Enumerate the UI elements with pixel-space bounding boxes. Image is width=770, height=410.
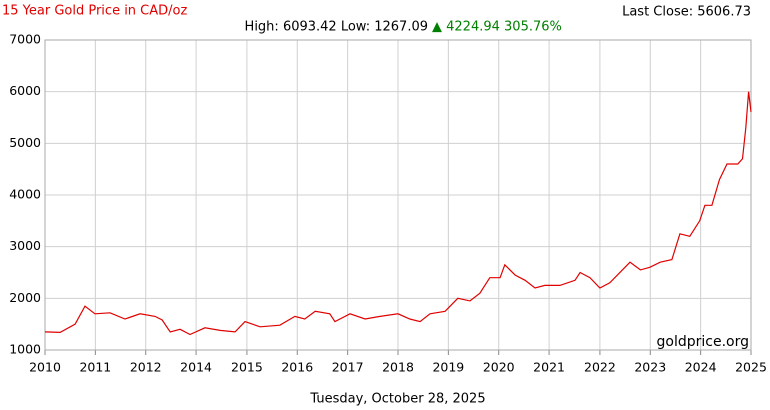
y-tick-label: 5000 (9, 135, 41, 150)
x-tick-label: 2010 (29, 360, 61, 375)
price-line (44, 91, 752, 336)
x-tick-label: 2014 (180, 360, 212, 375)
change: ▲ 4224.94 305.76% (432, 20, 562, 35)
x-tick-label: 2017 (332, 360, 364, 375)
x-tick-label: 2021 (533, 360, 565, 375)
y-tick-label: 1000 (9, 342, 41, 357)
x-tick-label: 2011 (79, 360, 111, 375)
y-tick-label: 3000 (9, 238, 41, 253)
y-tick-label: 7000 (9, 32, 41, 47)
x-tick-label: 2015 (231, 360, 263, 375)
plot-border (44, 39, 752, 351)
x-tick-label: 2023 (634, 360, 666, 375)
x-tick-label: 2016 (281, 360, 313, 375)
x-tick-label: 2020 (483, 360, 515, 375)
high-low: High: 6093.42 Low: 1267.09 (245, 20, 428, 35)
x-tick-label: 2018 (382, 360, 414, 375)
x-tick-label: 2022 (584, 360, 616, 375)
y-tick-label: 4000 (9, 187, 41, 202)
date: Tuesday, October 28, 2025 (309, 392, 485, 407)
x-tick-label: 2012 (130, 360, 162, 375)
last-close: Last Close: 5606.73 (622, 5, 751, 20)
x-tick-label: 2019 (432, 360, 464, 375)
chart-title: 15 Year Gold Price in CAD/oz (2, 4, 187, 19)
y-tick-label: 6000 (9, 83, 41, 98)
x-tick-label: 2025 (735, 360, 767, 375)
watermark: goldprice.org (657, 334, 749, 350)
y-tick-label: 2000 (9, 290, 41, 305)
x-tick-label: 2024 (685, 360, 717, 375)
